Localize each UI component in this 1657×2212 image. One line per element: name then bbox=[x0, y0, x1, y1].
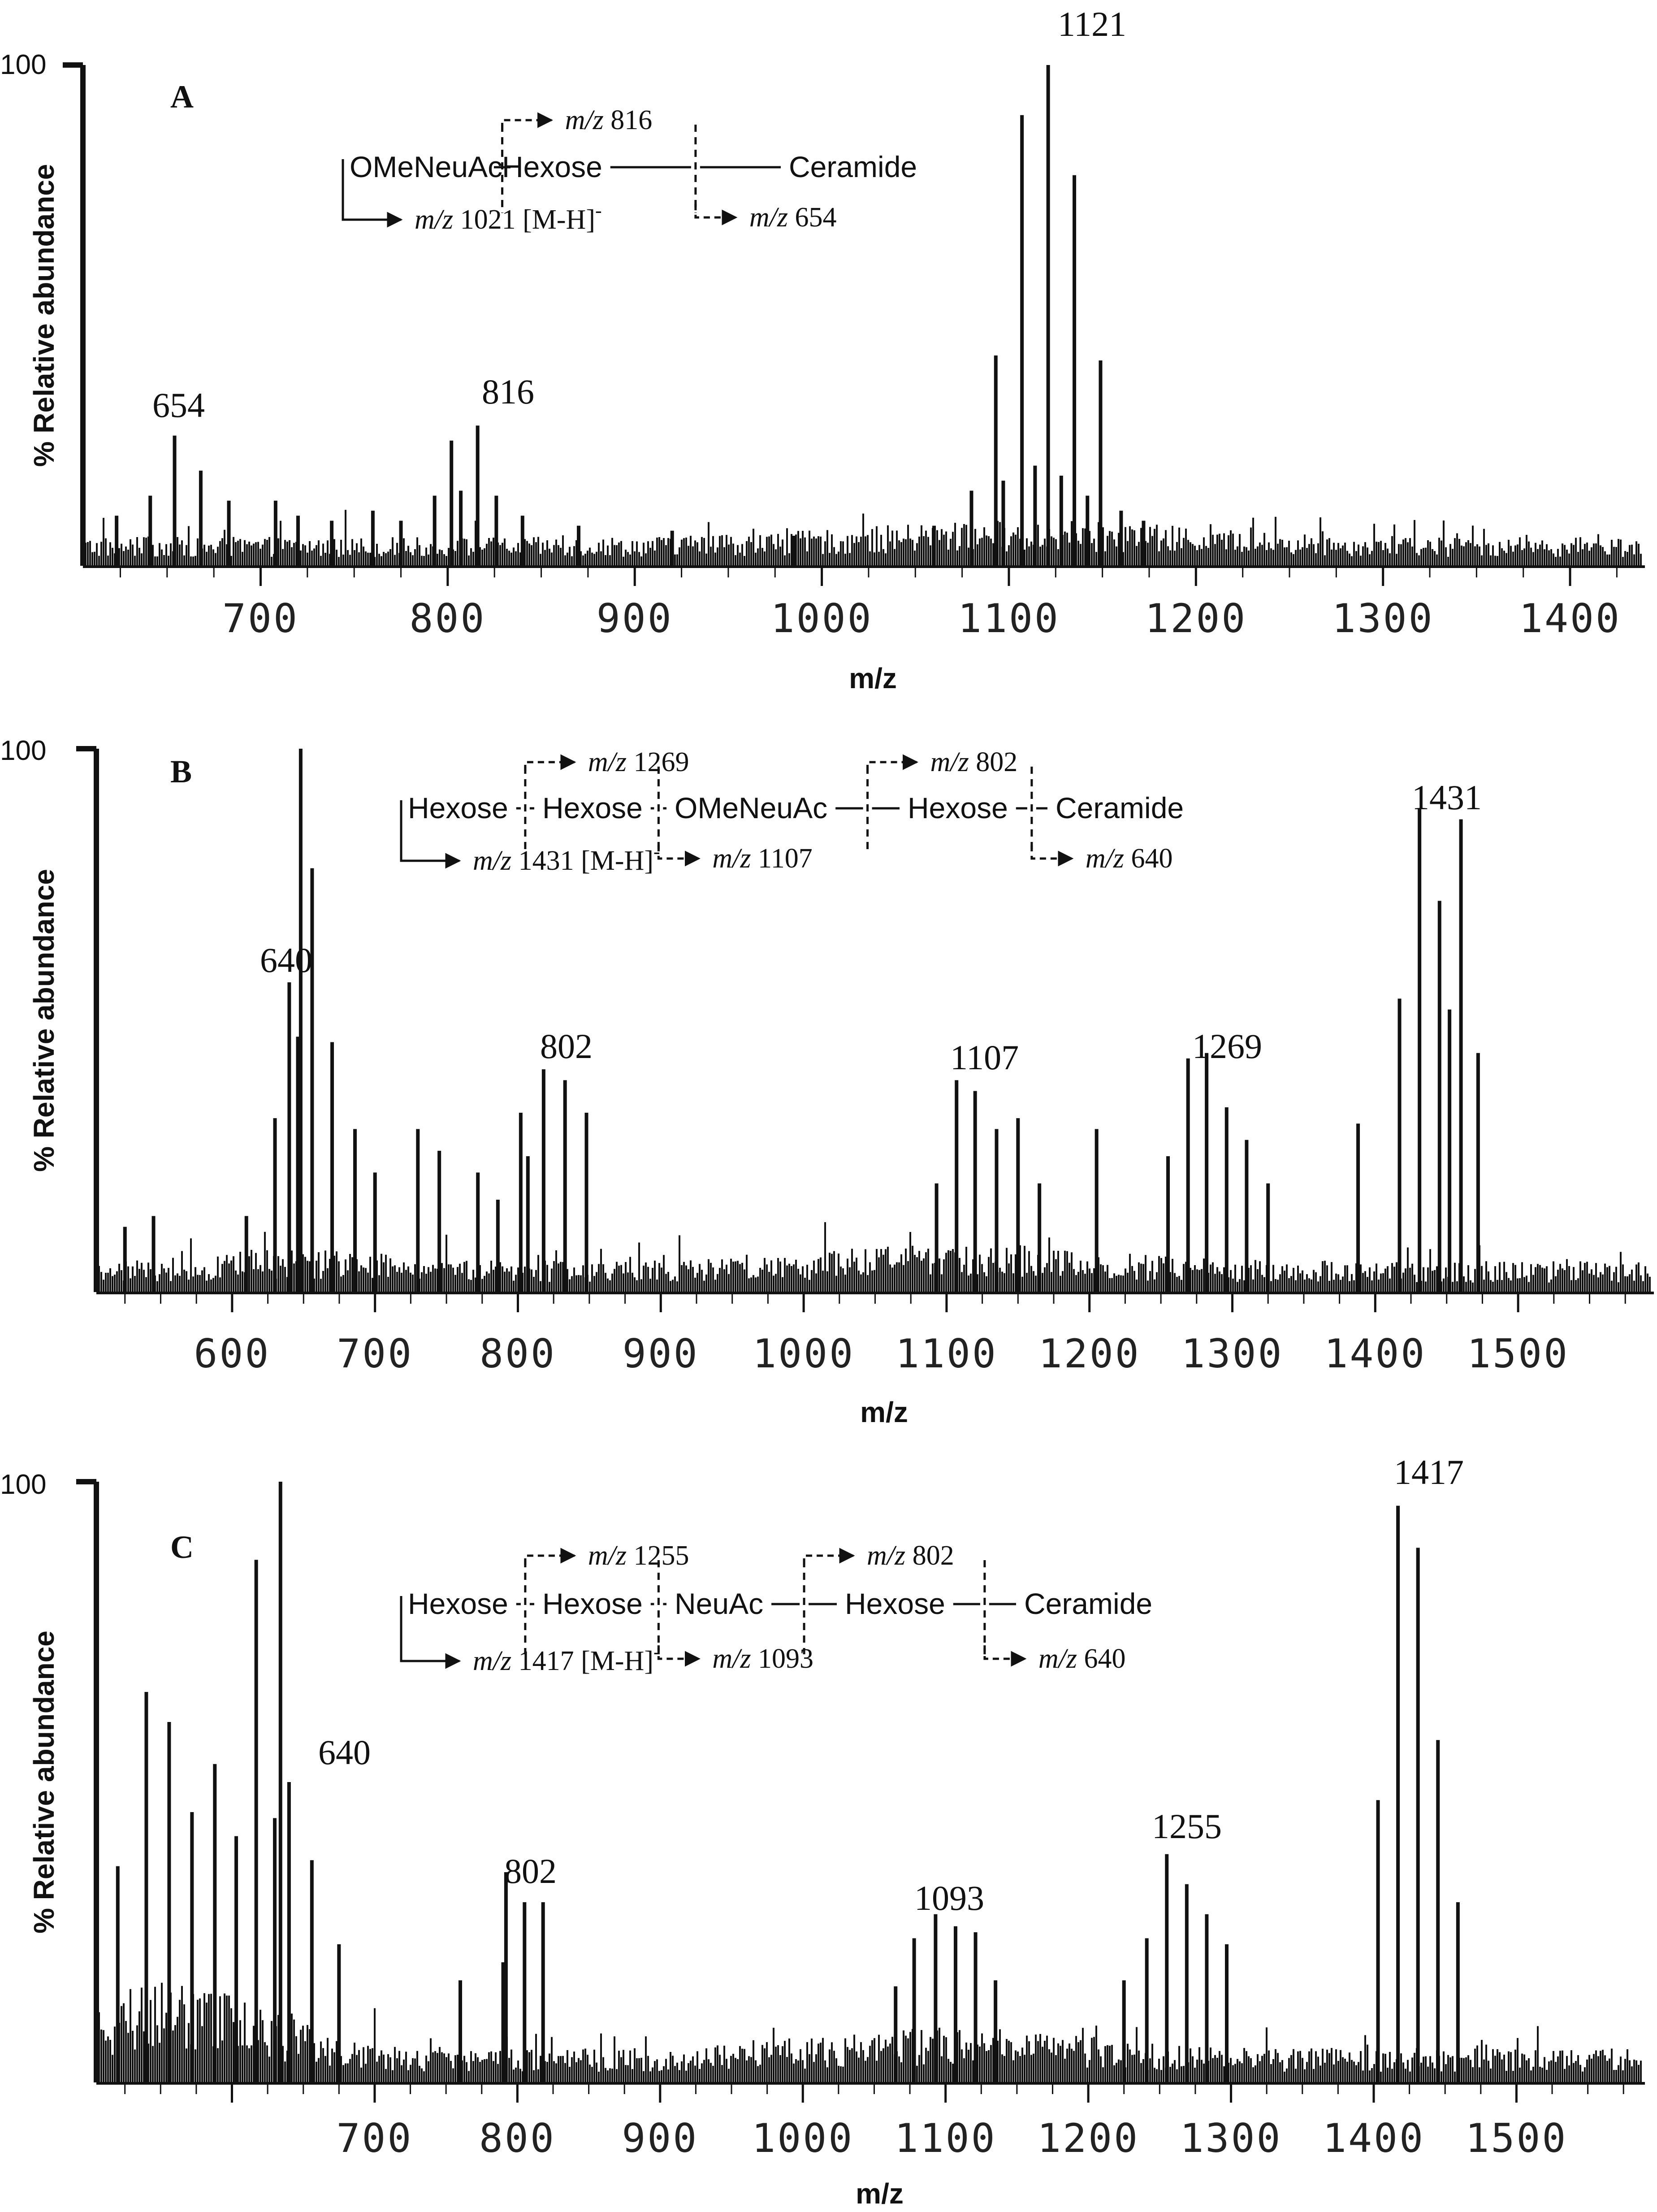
x-tick-900: 900 bbox=[597, 595, 673, 642]
fragment-bottom-654: m/z 654 bbox=[749, 202, 837, 233]
x-tick-1200: 1200 bbox=[1037, 2115, 1139, 2161]
peak-label-654: 654 bbox=[152, 386, 205, 425]
x-tick-1300: 1300 bbox=[1332, 595, 1434, 642]
x-tick-700: 700 bbox=[336, 2115, 413, 2161]
fragment-top-1269: m/z 1269 bbox=[588, 747, 689, 777]
scheme-hexose: Hexose bbox=[908, 791, 1008, 824]
y-axis-title: % Relative abundance bbox=[28, 164, 60, 467]
x-tick-1100: 1100 bbox=[896, 1331, 998, 1377]
x-tick-900: 900 bbox=[622, 2115, 698, 2161]
peak-label-802: 802 bbox=[504, 1852, 557, 1891]
noise-baseline bbox=[98, 1982, 1642, 2082]
x-tick-1400: 1400 bbox=[1324, 1331, 1426, 1377]
fragment-top-802: m/z 802 bbox=[930, 747, 1018, 777]
panel-c: 100 % Relative abundance 700 800 900 1000 1100… bbox=[0, 1453, 1645, 2210]
scheme-ceramide: Ceramide bbox=[789, 150, 917, 183]
noise-baseline bbox=[85, 510, 1642, 566]
parent-ion: m/z 1431 [M-H]- bbox=[473, 841, 660, 876]
fragmentation-scheme: Hexose Hexose OMeNeuAc Hexose Ceramide m/z 12… bbox=[400, 747, 1184, 876]
x-tick-1200: 1200 bbox=[1038, 1331, 1141, 1377]
scheme-omeneuac: OMeNeuAc bbox=[350, 150, 502, 183]
x-tick-700: 700 bbox=[222, 595, 299, 642]
scheme-omeneuac: OMeNeuAc bbox=[675, 791, 827, 824]
peak-label-1107: 1107 bbox=[950, 1038, 1019, 1077]
x-axis-title: m/z bbox=[849, 662, 897, 694]
fragment-bottom-640: m/z 640 bbox=[1086, 843, 1173, 874]
peak-label-802: 802 bbox=[540, 1027, 593, 1066]
x-tick-1500: 1500 bbox=[1465, 2115, 1567, 2161]
scheme-hexose: Hexose bbox=[542, 1587, 643, 1620]
fragment-top-802: m/z 802 bbox=[867, 1540, 954, 1571]
x-tick-1400: 1400 bbox=[1323, 2115, 1425, 2161]
panel-b: 100 % Relative abundance 600 700 800 900 1000 1… bbox=[0, 735, 1654, 1428]
peak-label-1121: 1121 bbox=[1058, 4, 1126, 43]
y-axis-title: % Relative abundance bbox=[28, 869, 60, 1172]
peak-label-1255: 1255 bbox=[1152, 1807, 1222, 1846]
x-tick-700: 700 bbox=[337, 1331, 413, 1377]
peak-label-1431: 1431 bbox=[1412, 778, 1482, 817]
x-tick-1000: 1000 bbox=[753, 1331, 855, 1377]
x-axis-title: m/z bbox=[860, 1396, 908, 1428]
y-max-label: 100 bbox=[0, 49, 46, 80]
x-tick-800: 800 bbox=[409, 595, 486, 642]
peak-label-1417: 1417 bbox=[1394, 1453, 1464, 1492]
scheme-hexose: Hexose bbox=[408, 791, 508, 824]
peak-label-1093: 1093 bbox=[914, 1878, 984, 1917]
y-max-label: 100 bbox=[0, 735, 46, 766]
fragmentation-scheme: Hexose Hexose NeuAc Hexose Ceramide m/z 1255 m… bbox=[400, 1540, 1152, 1676]
fragment-bottom-1107: m/z 1107 bbox=[712, 843, 812, 874]
panel-a: 100 % Relative abundance 700 800 900 1000 1100… bbox=[0, 4, 1645, 694]
scheme-ceramide: Ceramide bbox=[1056, 791, 1184, 824]
parent-ion: m/z 1021 [M-H]- bbox=[415, 200, 602, 235]
x-tick-1100: 1100 bbox=[895, 2115, 997, 2161]
parent-ion: m/z 1417 [M-H]- bbox=[473, 1641, 660, 1676]
x-axis-title: m/z bbox=[856, 2177, 904, 2210]
y-axis-title: % Relative abundance bbox=[28, 1631, 60, 1934]
fragment-top-1255: m/z 1255 bbox=[588, 1540, 689, 1571]
scheme-neuac: NeuAc bbox=[675, 1587, 763, 1620]
scheme-ceramide: Ceramide bbox=[1024, 1587, 1152, 1620]
x-tick-1500: 1500 bbox=[1467, 1331, 1569, 1377]
y-max-label: 100 bbox=[0, 1469, 46, 1500]
x-tick-1400: 1400 bbox=[1519, 595, 1621, 642]
panel-letter: B bbox=[170, 754, 192, 789]
scheme-hexose: Hexose bbox=[502, 150, 602, 183]
panel-letter: C bbox=[170, 1529, 194, 1565]
panel-letter: A bbox=[170, 79, 194, 115]
fragment-bottom-1093: m/z 1093 bbox=[712, 1644, 813, 1674]
x-tick-600: 600 bbox=[194, 1331, 270, 1377]
x-tick-1300: 1300 bbox=[1181, 1331, 1284, 1377]
x-tick-1200: 1200 bbox=[1145, 595, 1247, 642]
x-tick-800: 800 bbox=[480, 1331, 556, 1377]
x-tick-1100: 1100 bbox=[958, 595, 1060, 642]
scheme-hexose: Hexose bbox=[542, 791, 643, 824]
peak-label-640: 640 bbox=[318, 1733, 371, 1772]
fragment-bottom-640: m/z 640 bbox=[1038, 1644, 1126, 1674]
peak-label-1269: 1269 bbox=[1192, 1027, 1262, 1066]
scheme-hexose: Hexose bbox=[845, 1587, 945, 1620]
scheme-hexose: Hexose bbox=[408, 1587, 508, 1620]
x-tick-1300: 1300 bbox=[1180, 2115, 1282, 2161]
fragment-top-816: m/z 816 bbox=[565, 105, 653, 135]
peak-label-816: 816 bbox=[482, 372, 534, 411]
x-tick-900: 900 bbox=[623, 1331, 699, 1377]
peak-label-640: 640 bbox=[260, 941, 312, 980]
x-tick-800: 800 bbox=[479, 2115, 556, 2161]
x-tick-1000: 1000 bbox=[771, 595, 873, 642]
x-tick-1000: 1000 bbox=[752, 2115, 854, 2161]
